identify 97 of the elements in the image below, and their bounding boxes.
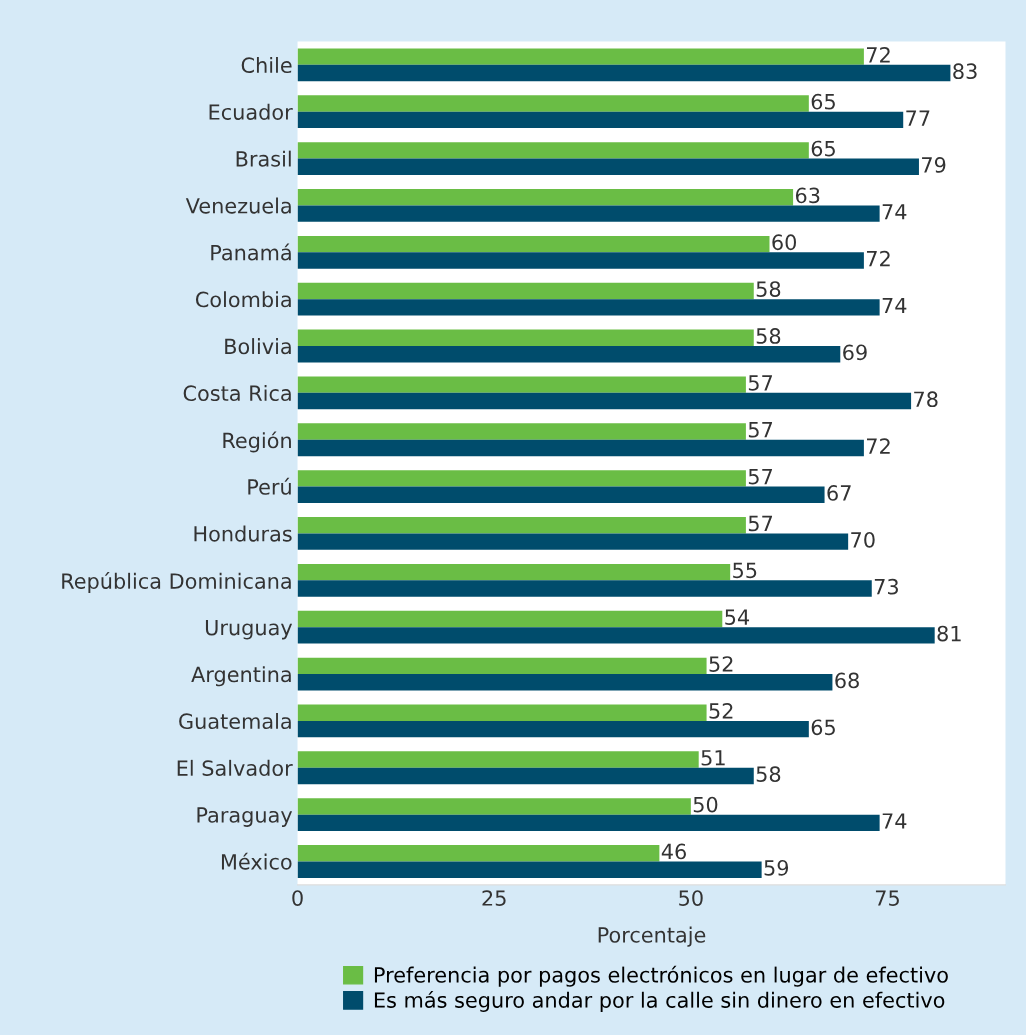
data-label: 57 [748, 375, 773, 391]
y-tick-label: Brasil [236, 150, 291, 167]
data-label: 65 [811, 140, 835, 157]
x-axis-title: Porcentaje [598, 926, 706, 947]
y-tick-label: Honduras [194, 525, 292, 542]
y-tick-label: Argentina [191, 666, 291, 687]
y-tick-label: Panamá [211, 243, 291, 261]
bar [297, 751, 699, 768]
data-label: 52 [709, 656, 733, 672]
data-label: 63 [795, 187, 820, 204]
data-label: 72 [866, 250, 890, 267]
data-label: 57 [748, 515, 773, 532]
x-tick-label: 75 [875, 890, 899, 906]
data-label: 81 [937, 625, 961, 642]
y-tick-label: El Salvador [177, 759, 293, 776]
y-tick-label: Paraguay [197, 807, 293, 827]
data-label: 74 [882, 204, 907, 220]
y-tick-label: Chile [241, 56, 292, 74]
bar [297, 657, 707, 675]
x-tick-label: 0 [292, 890, 303, 906]
bar [297, 486, 825, 503]
data-label: 60 [772, 234, 797, 251]
y-tick-label: México [221, 852, 292, 870]
bar [297, 282, 754, 300]
bar [297, 252, 864, 269]
data-label: 67 [827, 485, 851, 501]
data-label: 78 [914, 391, 938, 408]
data-label: 57 [748, 468, 773, 485]
bar [297, 798, 691, 815]
legend-label: Preferencia por pagos electrónicos en lugar de efectivo [374, 965, 948, 987]
bar [297, 861, 762, 878]
bar [297, 423, 746, 440]
data-label: 72 [866, 438, 890, 454]
bar [297, 533, 849, 550]
bar [297, 376, 746, 393]
data-label: 46 [661, 843, 686, 860]
legend-label: Es más seguro andar por la calle sin dinero en efectivo [374, 990, 945, 1012]
bar [297, 142, 809, 159]
y-tick-label: Uruguay [205, 619, 293, 640]
bar [297, 392, 912, 410]
y-tick-label: República Dominicana [62, 571, 291, 593]
data-label: 77 [906, 110, 930, 126]
data-label: 50 [693, 796, 718, 813]
data-label: 58 [756, 281, 781, 297]
y-tick-label: Guatemala [179, 712, 291, 730]
data-label: 74 [882, 813, 907, 829]
data-label: 70 [851, 531, 875, 548]
bar [297, 111, 904, 129]
data-label: 57 [748, 422, 773, 438]
bar [297, 64, 951, 82]
x-tick-label: 25 [482, 890, 506, 906]
y-tick-label: Colombia [195, 291, 291, 308]
bar [297, 814, 880, 832]
bar [297, 48, 864, 65]
data-label: 59 [764, 859, 789, 876]
bar [297, 610, 723, 628]
data-label: 83 [953, 63, 977, 80]
x-tick-label: 50 [679, 890, 703, 906]
data-label: 72 [866, 46, 890, 63]
data-label: 69 [843, 344, 867, 361]
bar [297, 470, 746, 487]
data-label: 65 [811, 93, 835, 110]
y-tick-label: Región [223, 431, 291, 453]
data-label: 74 [882, 297, 907, 314]
bar [297, 563, 731, 581]
data-label: 73 [874, 578, 898, 595]
bar [297, 329, 754, 347]
bar [297, 517, 746, 534]
bar [297, 845, 660, 862]
bar [297, 346, 841, 363]
y-tick-label: Perú [248, 477, 291, 495]
data-label: 55 [733, 562, 757, 579]
data-label: 52 [709, 702, 733, 719]
bar [297, 95, 809, 112]
bar [297, 580, 872, 597]
bar [297, 767, 754, 785]
y-tick-label: Ecuador [209, 103, 293, 120]
bar [297, 189, 794, 206]
data-label: 58 [756, 766, 781, 783]
data-label: 51 [701, 750, 725, 766]
bar [297, 158, 919, 175]
data-label: 65 [811, 719, 835, 736]
bar [297, 235, 770, 253]
bar [297, 720, 809, 738]
y-tick-label: Bolivia [225, 338, 291, 355]
data-label: 54 [725, 609, 750, 626]
bar [297, 674, 833, 691]
data-label: 68 [835, 672, 859, 689]
bar [297, 627, 935, 644]
y-tick-label: Costa Rica [183, 384, 291, 402]
bar [297, 205, 880, 222]
data-label: 58 [756, 328, 781, 344]
bar [297, 439, 864, 457]
bar [297, 299, 880, 316]
data-label: 79 [922, 157, 946, 173]
bar [297, 704, 707, 721]
y-tick-label: Venezuela [185, 197, 291, 214]
